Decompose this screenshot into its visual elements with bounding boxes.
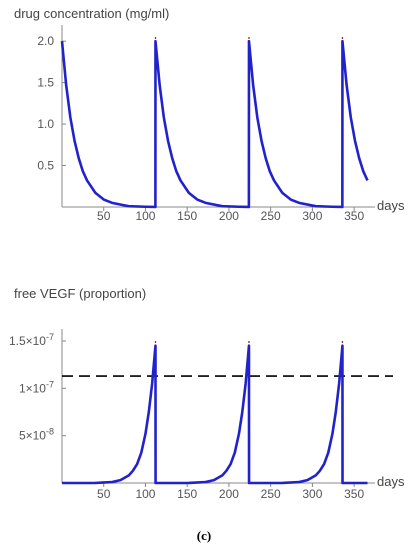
top-x-tick-label: 100	[135, 209, 155, 223]
top-series-line	[60, 39, 369, 209]
top-y-tick-label: 2.0	[37, 34, 54, 48]
bottom-chart: 50 100 150 200 250 300 350 5×10-8 1×10-7 1.5×10-7	[9, 329, 393, 501]
bottom-y-tick-label: 1×10-7	[19, 379, 54, 395]
top-x-tick-label: 150	[177, 209, 197, 223]
bottom-x-tick-label: 150	[177, 487, 197, 501]
bottom-ylabel: free VEGF (proportion)	[14, 286, 146, 301]
top-x-tick-label: 350	[344, 209, 364, 223]
top-ylabel: drug concentration (mg/ml)	[14, 6, 169, 21]
top-x-tick-label: 300	[302, 209, 322, 223]
bottom-x-tick-label: 50	[97, 487, 111, 501]
bottom-x-tick-label: 350	[344, 487, 364, 501]
bottom-xlabel: days	[377, 474, 405, 489]
top-x-tick-label: 50	[97, 209, 111, 223]
bottom-x-tick-label: 200	[219, 487, 239, 501]
bottom-x-tick-label: 100	[135, 487, 155, 501]
bottom-y-tick-label: 5×10-8	[19, 427, 54, 443]
bottom-y-tick-label: 1.5×10-7	[9, 332, 54, 348]
top-chart: 50 100 150 200 250 300 350 0.5 1.0 1.5 2.0	[37, 25, 375, 223]
top-y-tick-label: 1.5	[37, 76, 54, 90]
top-y-tick-label: 0.5	[37, 159, 54, 173]
bottom-series-line	[62, 344, 368, 485]
bottom-x-tick-label: 250	[261, 487, 281, 501]
bottom-x-tick-label: 300	[302, 487, 322, 501]
top-x-tick-label: 250	[261, 209, 281, 223]
figure-caption: (c)	[197, 528, 211, 543]
top-y-tick-label: 1.0	[37, 117, 54, 131]
top-x-tick-label: 200	[219, 209, 239, 223]
top-xlabel: days	[377, 198, 405, 213]
